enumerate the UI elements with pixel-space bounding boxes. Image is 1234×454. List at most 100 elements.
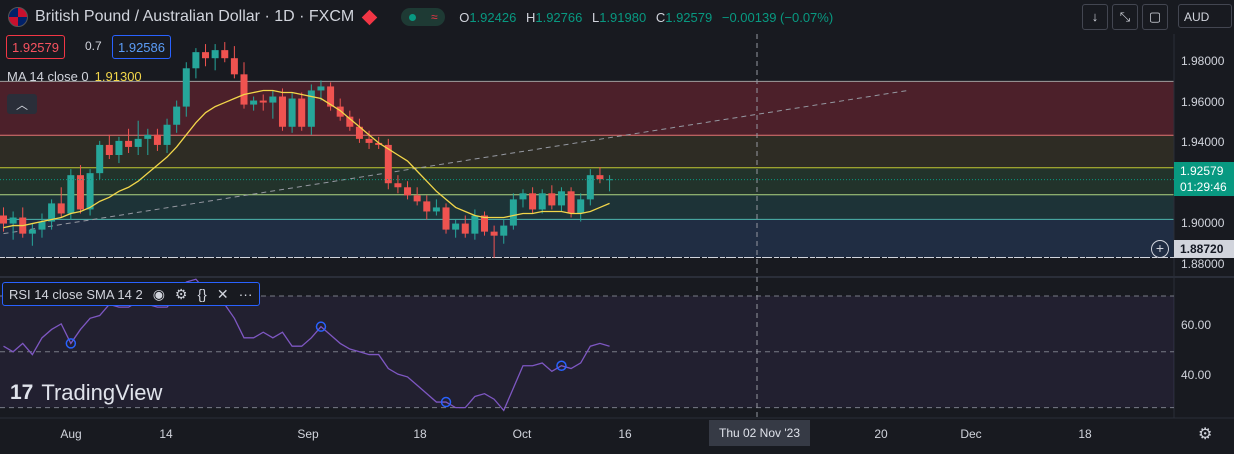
market-status-pill[interactable]: ≈: [401, 8, 446, 26]
buy-price-button[interactable]: 1.92586: [112, 35, 171, 59]
candle-body: [394, 183, 402, 188]
candle-body: [375, 142, 383, 145]
ohlc-values: O1.92426 H1.92766 L1.91980 C1.92579 −0.0…: [459, 9, 834, 25]
candle-body: [211, 50, 219, 59]
fullscreen-icon[interactable]: ⤡: [1112, 4, 1138, 30]
spread-value: 0.7: [85, 39, 102, 53]
candle-body: [461, 223, 469, 234]
candle-body: [481, 215, 488, 232]
logo-text: TradingView: [41, 380, 163, 405]
candle-body: [182, 68, 190, 107]
rsi-divergence-marker: [315, 321, 327, 332]
candle-body: [548, 193, 556, 206]
candle-body: [423, 201, 431, 212]
rsi-y-tick: 60.00: [1181, 318, 1212, 332]
candle-body: [365, 138, 373, 143]
candle-body: [336, 106, 344, 117]
collapse-legend-button[interactable]: ︿: [7, 94, 37, 114]
market-open-icon: [408, 13, 416, 21]
logo-mark: 17: [10, 381, 34, 404]
braces-icon[interactable]: {}: [197, 286, 207, 302]
plus-icon[interactable]: +: [1151, 240, 1169, 258]
candle-body: [307, 90, 315, 127]
x-tick: 20: [874, 427, 888, 441]
candle-body: [250, 100, 258, 105]
candle-body: [0, 215, 7, 224]
moving-average-line: [3, 89, 610, 229]
alert-marker-icon: [361, 9, 378, 25]
x-tick: Dec: [960, 427, 982, 441]
y-tick: 1.94000: [1181, 135, 1225, 149]
rsi-legend[interactable]: RSI 14 close SMA 14 2 ◉ ⚙ {} ✕ ···: [2, 282, 260, 306]
candle-body: [346, 116, 354, 127]
candle-body: [432, 207, 440, 212]
candle-body: [67, 175, 75, 214]
candle-body: [355, 126, 363, 139]
candle-body: [96, 144, 104, 174]
rsi-divergence-marker: [65, 338, 77, 349]
screenshot-icon[interactable]: ▢: [1142, 4, 1168, 30]
candle-body: [384, 144, 392, 184]
crosshair-date-tag: Thu 02 Nov '23: [709, 420, 810, 446]
candle-body: [442, 207, 450, 230]
fib-zone: [0, 81, 1174, 136]
candle-body: [471, 215, 479, 234]
candle-body: [519, 193, 527, 200]
currency-select[interactable]: AUD: [1178, 4, 1232, 28]
candle-body: [404, 187, 412, 196]
candle-body: [38, 221, 46, 230]
candle-body: [586, 175, 594, 200]
crosshair-price-tag: 1.88720: [1174, 240, 1234, 258]
candle-body: [202, 52, 210, 59]
candle-body: [567, 191, 575, 214]
tradingview-logo: 17 TradingView: [10, 380, 162, 406]
candle-body: [48, 203, 56, 222]
candle-body: [278, 96, 286, 127]
flag-icon: [8, 7, 28, 27]
candle-body: [144, 134, 152, 139]
y-tick: 1.98000: [1181, 54, 1225, 68]
candle-body: [577, 199, 585, 214]
ma-legend[interactable]: MA 14 close 0 1.91300: [7, 69, 142, 84]
symbol-title[interactable]: British Pound / Australian Dollar · 1D ·…: [35, 8, 355, 25]
candle-body: [452, 223, 460, 230]
candle-body: [413, 195, 421, 202]
ma-legend-label: MA 14 close 0: [7, 69, 89, 84]
close-value: 1.92579: [665, 9, 713, 25]
settings-gear-icon[interactable]: ⚙: [1198, 426, 1213, 443]
more-icon[interactable]: ···: [238, 286, 253, 302]
sell-price-button[interactable]: 1.92579: [6, 35, 65, 59]
candle-body: [509, 199, 517, 226]
rsi-polyline: [3, 278, 610, 412]
y-tick: 1.96000: [1181, 95, 1225, 109]
candle-body: [9, 217, 17, 224]
candle-body: [288, 98, 296, 127]
candle-body: [125, 140, 133, 147]
candle-body: [134, 138, 142, 147]
x-tick: Aug: [60, 427, 82, 441]
rsi-legend-label: RSI 14 close SMA 14 2: [9, 286, 143, 302]
ma-polyline: [3, 89, 610, 229]
candle-body: [500, 225, 508, 236]
candle-body: [192, 52, 200, 69]
chevron-up-icon: ︿: [15, 98, 28, 112]
ma-legend-value: 1.91300: [94, 69, 142, 84]
eye-icon[interactable]: ◉: [152, 285, 165, 302]
arrow-down-icon[interactable]: ↓: [1082, 4, 1108, 30]
x-tick: Sep: [297, 427, 319, 441]
x-tick: 18: [1078, 427, 1092, 441]
fib-zone: [0, 135, 1174, 168]
candles: [0, 42, 614, 258]
candle-body: [86, 173, 94, 210]
candle-body: [490, 231, 498, 236]
crosshair: [0, 34, 1174, 418]
candle-body: [538, 193, 546, 210]
rsi-line: [3, 278, 610, 412]
x-tick: 14: [159, 427, 173, 441]
candle-body: [596, 175, 604, 180]
last-price-tag: 1.92579: [1174, 162, 1234, 180]
gear-icon[interactable]: ⚙: [174, 285, 188, 302]
close-icon[interactable]: ✕: [216, 285, 229, 302]
candle-body: [105, 144, 113, 155]
